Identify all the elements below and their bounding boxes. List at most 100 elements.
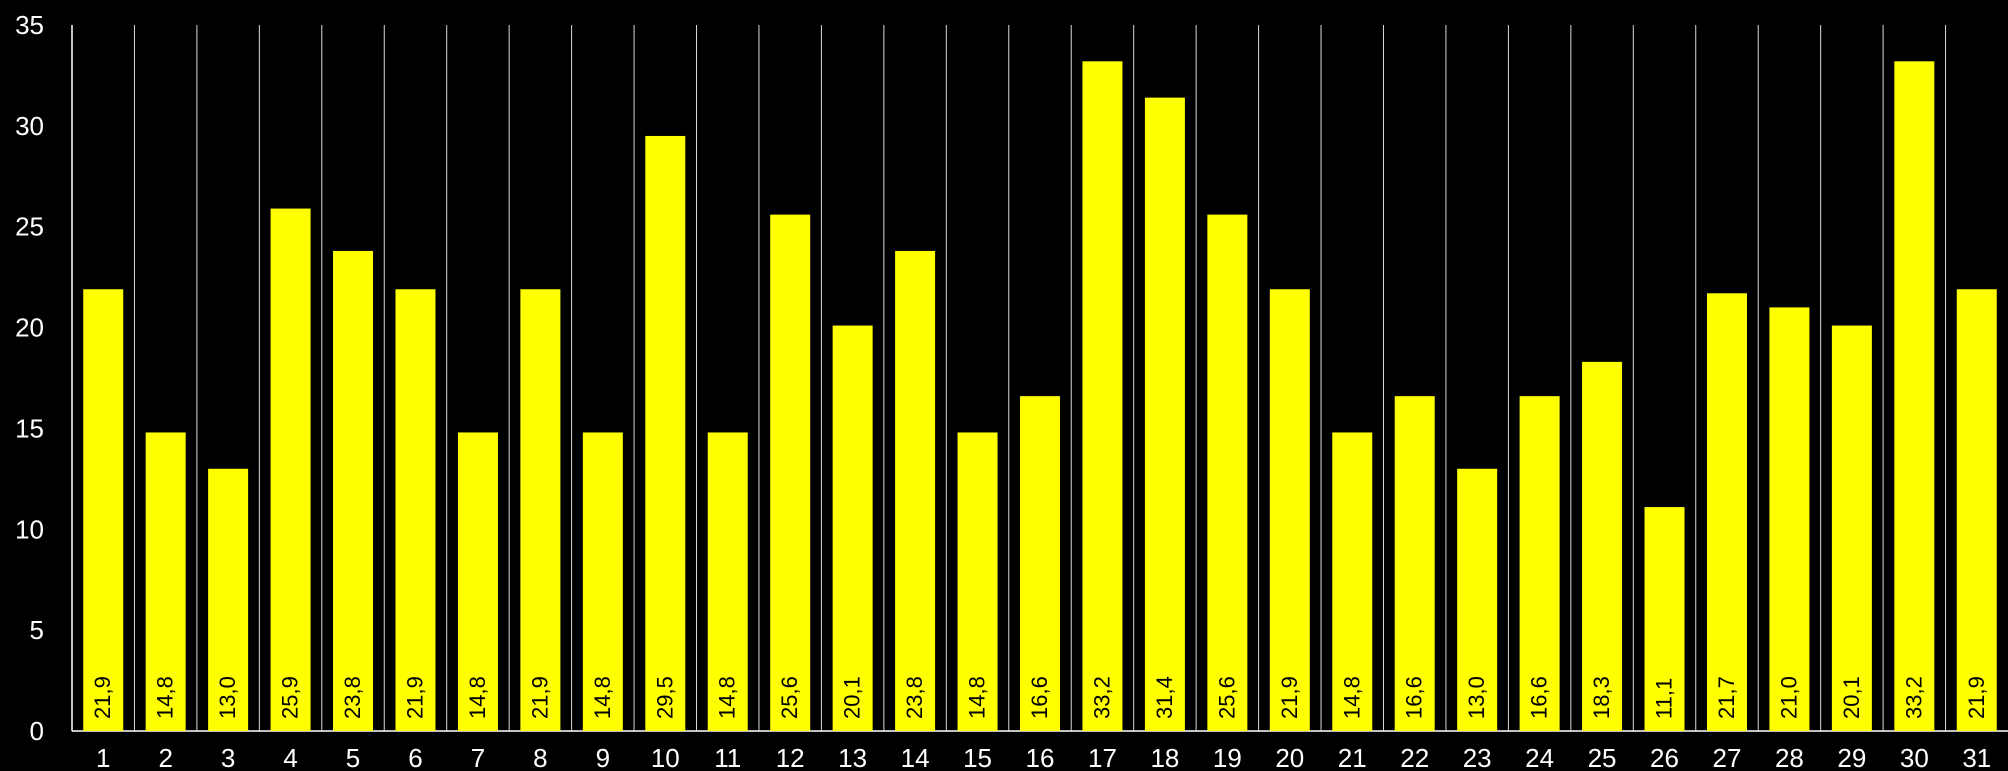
bar: [333, 250, 374, 732]
x-tick-label: 6: [408, 743, 422, 771]
bar-data-label: 14,8: [965, 676, 990, 719]
bar-data-label: 23,8: [902, 676, 927, 719]
x-tick-label: 25: [1588, 743, 1617, 771]
bar-data-label: 14,8: [715, 676, 740, 719]
x-tick-label: 7: [471, 743, 485, 771]
y-tick-label: 5: [30, 615, 44, 645]
bar: [832, 325, 873, 731]
bar: [1706, 293, 1747, 731]
bar: [457, 432, 498, 731]
x-tick-label: 31: [1962, 743, 1991, 771]
bar: [582, 432, 623, 731]
x-tick-label: 24: [1525, 743, 1554, 771]
bar-data-label: 29,5: [652, 676, 677, 719]
bar: [895, 250, 936, 732]
bar: [1582, 361, 1623, 731]
gridlines: [133, 25, 1947, 731]
bar-data-label: 21,7: [1714, 676, 1739, 719]
bar-data-label: 13,0: [1464, 676, 1489, 719]
x-tick-label: 15: [963, 743, 992, 771]
bar: [1082, 61, 1123, 731]
x-tick-label: 21: [1338, 743, 1367, 771]
x-tick-label: 29: [1837, 743, 1866, 771]
bar: [1332, 432, 1373, 731]
x-tick-label: 28: [1775, 743, 1804, 771]
x-tick-label: 26: [1650, 743, 1679, 771]
bar: [1956, 289, 1997, 731]
bar: [145, 432, 186, 731]
bar-data-label: 21,9: [402, 676, 427, 719]
bar: [1894, 61, 1935, 731]
x-tick-label: 8: [533, 743, 547, 771]
y-tick-label: 15: [15, 413, 44, 443]
x-tick-label: 11: [714, 743, 741, 771]
bar: [1207, 214, 1248, 731]
bar: [1519, 396, 1560, 731]
bar: [270, 208, 311, 731]
bar: [957, 432, 998, 731]
bar-data-label: 20,1: [840, 676, 865, 719]
y-axis-tick-labels: 0 5 10 15 20 25 30 35: [15, 10, 44, 746]
bars: [83, 61, 1997, 732]
y-tick-label: 25: [15, 212, 44, 242]
y-tick-label: 10: [15, 514, 44, 544]
bar: [1020, 396, 1060, 731]
bar: [1269, 289, 1310, 731]
bar-data-label: 14,8: [1339, 676, 1364, 719]
x-tick-label: 12: [776, 743, 805, 771]
bar-data-label: 14,8: [590, 676, 615, 719]
bar: [1144, 97, 1185, 732]
bar-data-label: 13,0: [215, 676, 240, 719]
bar-data-label: 25,6: [777, 676, 802, 719]
bar-data-label: 18,3: [1589, 676, 1614, 719]
x-tick-label: 23: [1463, 743, 1492, 771]
bar-data-label: 20,1: [1839, 676, 1864, 719]
bar-data-label: 21,9: [1277, 676, 1302, 719]
x-tick-label: 4: [283, 743, 297, 771]
bar: [1769, 307, 1810, 731]
x-tick-label: 14: [901, 743, 930, 771]
bar-data-label: 16,6: [1027, 676, 1052, 719]
bar: [707, 432, 748, 731]
x-tick-label: 10: [651, 743, 680, 771]
bar-data-label: 31,4: [1152, 676, 1177, 719]
bar: [1457, 468, 1498, 731]
bar-data-label: 33,2: [1089, 676, 1114, 719]
y-tick-label: 35: [15, 10, 44, 40]
bar: [1644, 507, 1685, 731]
bar: [520, 289, 561, 731]
bar-data-label: 14,8: [465, 676, 490, 719]
x-tick-label: 18: [1150, 743, 1179, 771]
bar-data-label: 21,9: [1964, 676, 1989, 719]
x-tick-label: 22: [1400, 743, 1429, 771]
bar-data-label: 25,9: [278, 676, 303, 719]
bar-data-label: 21,9: [527, 676, 552, 719]
bar: [208, 468, 249, 731]
bar-data-label: 11,1: [1652, 678, 1677, 719]
bar-data-label: 21,9: [90, 676, 115, 719]
x-tick-label: 13: [838, 743, 867, 771]
y-tick-label: 0: [30, 716, 44, 746]
x-tick-label: 17: [1088, 743, 1117, 771]
x-tick-label: 5: [346, 743, 360, 771]
y-tick-label: 30: [15, 111, 44, 141]
data-labels: 21,9 14,8 13,0 25,9 23,8 21,9 14,8 21,9 14,8 29,5…: [90, 676, 1989, 719]
x-tick-label: 2: [158, 743, 172, 771]
bar-data-label: 16,6: [1527, 676, 1552, 719]
x-tick-label: 20: [1275, 743, 1304, 771]
bar: [1394, 396, 1435, 731]
x-tick-label: 27: [1713, 743, 1742, 771]
bar: [395, 289, 436, 731]
bar-data-label: 33,2: [1901, 676, 1926, 719]
x-tick-label: 30: [1900, 743, 1929, 771]
bar-data-label: 21,0: [1776, 676, 1801, 719]
bar: [83, 289, 124, 731]
bar: [770, 214, 811, 731]
x-tick-label: 19: [1213, 743, 1242, 771]
x-tick-label: 1: [96, 743, 110, 771]
bar: [645, 135, 686, 731]
bar: [1831, 325, 1872, 731]
x-tick-label: 3: [221, 743, 235, 771]
y-tick-label: 20: [15, 313, 44, 343]
